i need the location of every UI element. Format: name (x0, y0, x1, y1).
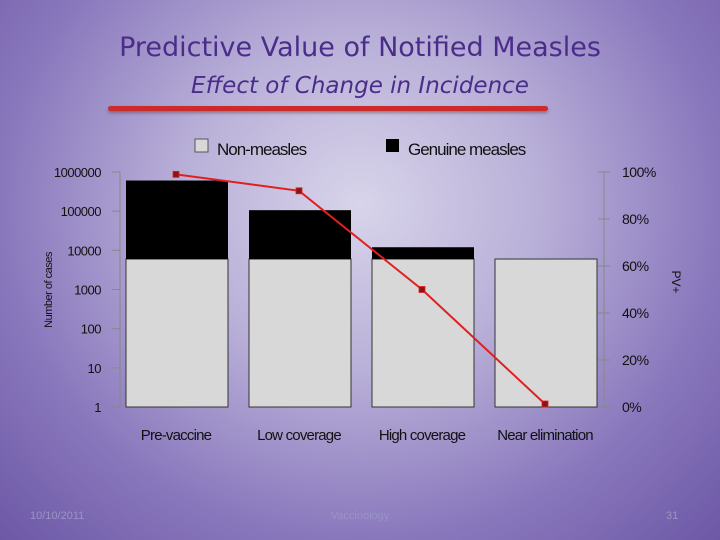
right-tick-label: 20% (622, 352, 649, 368)
left-tick-label: 100 (81, 322, 101, 337)
bar-non-measles (494, 258, 598, 408)
bar-non-measles (248, 258, 352, 408)
category-label: Low coverage (257, 427, 341, 444)
category-label: High coverage (379, 427, 466, 444)
bar-genuine-measles (126, 180, 228, 260)
ppv-marker (541, 400, 549, 408)
ppv-line (175, 173, 546, 405)
right-tick-label: 100% (622, 164, 656, 180)
left-axis-title: Number of cases (43, 251, 55, 328)
legend-swatch-non-measles (194, 138, 209, 153)
right-tick-label: 40% (622, 305, 649, 321)
bar-non-measles (125, 258, 229, 408)
ppv-marker (172, 170, 180, 178)
ppv-marker (295, 187, 303, 195)
left-tick-label: 1000 (74, 283, 101, 298)
legend-label-genuine-measles: Genuine measles (408, 140, 526, 159)
bar-genuine-measles (249, 210, 351, 260)
right-axis-ticks: 0% 20% 40% 60% 80% 100% (598, 164, 656, 415)
legend-label-non-measles: Non-measles (217, 140, 307, 159)
ppv-line-series (172, 170, 549, 408)
bar-non-measles (371, 258, 475, 408)
left-tick-label: 1 (94, 400, 101, 415)
right-tick-label: 80% (622, 211, 649, 227)
slide-title: Predictive Value of Notified Measles (119, 32, 601, 63)
title-underline (108, 106, 548, 111)
right-tick-label: 60% (622, 258, 649, 274)
slide-subtitle: Effect of Change in Incidence (191, 73, 529, 99)
bar-genuine-measles (372, 247, 474, 260)
footer-title: Vaccinology (330, 510, 390, 522)
right-axis-title: PV+ (669, 270, 683, 293)
left-axis-ticks: 1 10 100 1000 10000 100000 1000000 (54, 165, 120, 415)
category-label: Near elimination (497, 427, 593, 444)
left-tick-label: 10000 (67, 243, 101, 258)
chart-legend: Non-measles Genuine measles (194, 138, 527, 159)
right-tick-label: 0% (622, 399, 641, 415)
category-label: Pre-vaccine (141, 427, 212, 444)
bars (125, 180, 598, 408)
left-tick-label: 10 (88, 361, 102, 376)
left-tick-label: 1000000 (54, 165, 101, 180)
footer-date: 10/10/2011 (30, 510, 85, 522)
page-number: 31 (666, 510, 679, 522)
category-labels: Pre-vaccine Low coverage High coverage Near… (141, 427, 594, 444)
legend-swatch-genuine-measles (386, 139, 399, 152)
ppv-marker (418, 286, 426, 293)
left-tick-label: 100000 (61, 204, 102, 219)
